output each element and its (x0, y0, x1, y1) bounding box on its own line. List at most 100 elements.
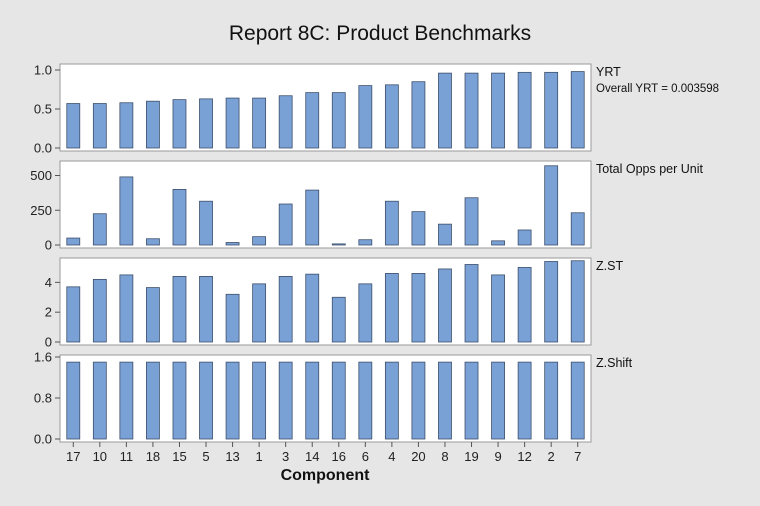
bar-17 (66, 286, 81, 343)
y-tick-label: 250 (30, 203, 52, 218)
y-tick-label: 1.6 (34, 350, 52, 365)
panel-label: Z.ST (596, 259, 623, 273)
bar-9 (491, 274, 505, 343)
x-tick-label: 16 (332, 449, 346, 464)
x-tick-label: 1 (256, 449, 263, 464)
bar-4 (384, 273, 399, 343)
bar-2 (544, 261, 559, 343)
bar-8 (438, 223, 452, 246)
x-tick-label: 9 (494, 449, 501, 464)
bar-11 (119, 102, 134, 149)
bar-17 (66, 103, 81, 149)
bar-6 (358, 283, 373, 343)
bar-4 (384, 84, 399, 149)
bar-12 (517, 71, 532, 149)
bar-10 (92, 361, 107, 440)
bar-3 (278, 275, 293, 343)
bar-14 (305, 92, 320, 149)
bar-5 (199, 275, 213, 343)
bar-19 (464, 264, 479, 343)
y-tick-label: 4 (45, 275, 52, 290)
panels-group: 0.0 0.5 1.0 YRT Overall YRT = 0.003598 0 250 50… (30, 63, 719, 447)
bar-18 (146, 361, 160, 440)
bar-17 (66, 237, 81, 246)
bar-12 (517, 229, 532, 246)
bar-20 (411, 273, 426, 343)
bar-5 (199, 361, 213, 440)
x-tick-label: 11 (120, 449, 134, 464)
bar-18 (146, 238, 160, 246)
bar-16 (331, 243, 346, 246)
bar-1 (252, 361, 267, 440)
bar-20 (411, 361, 426, 440)
bar-2 (544, 165, 559, 246)
panel-4: 0.0 0.8 1.6 Z.Shift (34, 350, 633, 447)
x-tick-label: 6 (362, 449, 369, 464)
x-tick-label: 10 (93, 449, 107, 464)
bar-10 (92, 103, 107, 149)
bar-14 (305, 189, 320, 246)
panel-1: 0.0 0.5 1.0 YRT Overall YRT = 0.003598 (34, 63, 719, 156)
bar-3 (278, 203, 293, 246)
y-tick-label: 1.0 (34, 63, 52, 78)
y-tick-label: 0.5 (34, 102, 52, 117)
x-tick-labels: 17 10 11 18 15 5 13 1 3 14 16 6 4 20 8 19 9 12 2 7 (66, 442, 581, 464)
panel-label: Z.Shift (596, 356, 633, 370)
y-tick-label: 0.0 (34, 141, 52, 156)
bar-6 (358, 85, 373, 149)
bar-10 (92, 278, 107, 343)
bar-14 (305, 361, 320, 440)
bar-20 (411, 211, 426, 246)
bar-7 (570, 212, 585, 246)
x-tick-label: 15 (172, 449, 186, 464)
panel-3: 0 2 4 Z.ST (45, 257, 623, 350)
bar-15 (172, 275, 187, 343)
y-tick-label: 500 (30, 168, 52, 183)
x-tick-label: 8 (441, 449, 448, 464)
panel-note: Overall YRT = 0.003598 (596, 83, 719, 95)
bar-13 (225, 361, 240, 440)
x-tick-label: 12 (517, 449, 531, 464)
bar-18 (146, 100, 160, 149)
panel-background (59, 63, 592, 152)
bar-11 (119, 176, 134, 246)
bar-15 (172, 361, 187, 440)
bar-13 (225, 293, 240, 343)
y-tick-label: 0.8 (34, 391, 52, 406)
x-tick-label: 5 (202, 449, 209, 464)
x-tick-label: 20 (411, 449, 425, 464)
bar-3 (278, 361, 293, 440)
bar-4 (384, 361, 399, 440)
bar-19 (464, 361, 479, 440)
panel-label: Total Opps per Unit (596, 162, 704, 176)
bar-16 (331, 92, 346, 149)
bar-7 (570, 361, 585, 440)
bar-18 (146, 287, 160, 343)
bar-2 (544, 361, 559, 440)
bar-5 (199, 200, 213, 246)
bar-13 (225, 97, 240, 149)
bar-20 (411, 81, 426, 149)
panel-background (59, 354, 592, 443)
bar-15 (172, 99, 187, 149)
bar-6 (358, 361, 373, 440)
bar-3 (278, 95, 293, 149)
chart-title: Report 8C: Product Benchmarks (229, 22, 531, 45)
x-tick-label: 19 (464, 449, 478, 464)
bar-8 (438, 268, 452, 343)
bar-19 (464, 72, 479, 149)
bar-16 (331, 296, 346, 343)
y-tick-label: 0.0 (34, 432, 52, 447)
panel-label: YRT (596, 65, 621, 79)
bar-14 (305, 273, 320, 343)
bar-17 (66, 361, 81, 440)
bar-8 (438, 361, 452, 440)
bar-12 (517, 267, 532, 343)
bar-1 (252, 236, 267, 246)
y-tick-label: 2 (45, 305, 52, 320)
bar-12 (517, 361, 532, 440)
bar-10 (92, 213, 107, 246)
bar-6 (358, 239, 373, 246)
